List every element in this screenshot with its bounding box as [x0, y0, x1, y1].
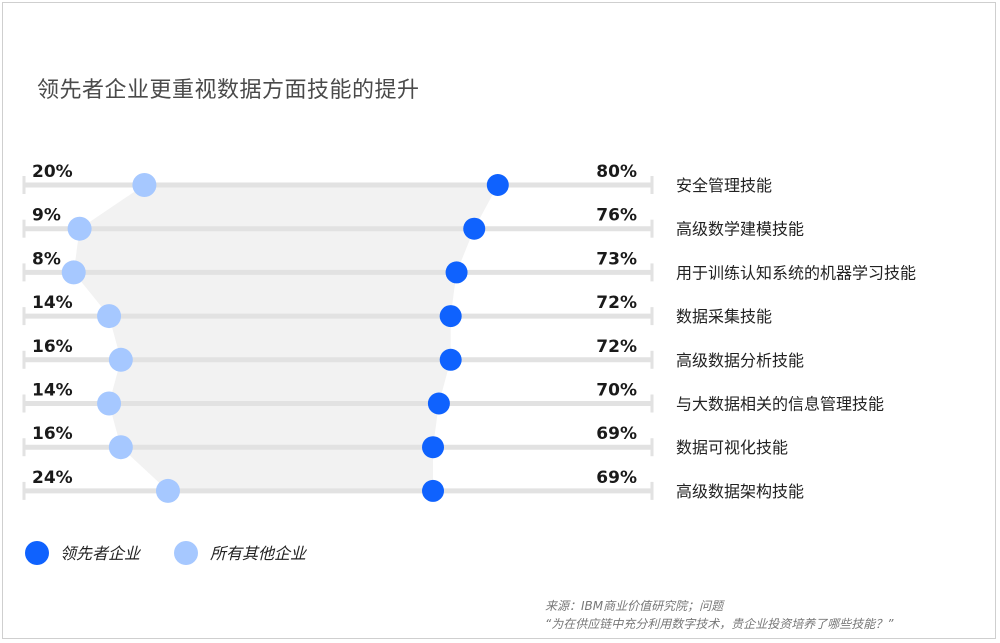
leaders-value-label: 73% [596, 249, 637, 269]
category-label: 高级数据架构技能 [676, 482, 804, 501]
category-label: 数据采集技能 [676, 307, 772, 326]
others-value-label: 16% [32, 337, 73, 357]
others-point [67, 216, 92, 241]
others-value-label: 20% [32, 162, 73, 182]
legend-others-swatch [174, 541, 198, 565]
leaders-point [439, 305, 462, 328]
leaders-value-label: 70% [596, 381, 637, 401]
source-line-1: 来源：IBM商业价值研究院；问题 [545, 599, 724, 613]
source-line-2: “为在供应链中充分利用数字技术，贵企业投资培养了哪些技能？” [545, 617, 894, 631]
leaders-value-label: 80% [596, 162, 637, 182]
leaders-point [463, 217, 486, 240]
leaders-point [422, 479, 445, 502]
tracks [22, 176, 654, 500]
category-label: 数据可视化技能 [676, 438, 788, 457]
data-points [61, 173, 509, 503]
others-value-label: 14% [32, 381, 73, 401]
leaders-value-label: 69% [596, 468, 637, 488]
leaders-value-label: 69% [596, 424, 637, 444]
leaders-point [486, 174, 509, 196]
others-value-label: 8% [32, 249, 61, 269]
others-point [61, 260, 86, 285]
category-label: 高级数学建模技能 [676, 220, 804, 239]
others-point [108, 347, 133, 372]
others-value-label: 16% [32, 424, 73, 444]
legend: 领先者企业 所有其他企业 [25, 541, 308, 565]
labels: 20% 80% 安全管理技能 9% 76% 高级数学建模技能 8% 73% 用于训练认知系统的机… [32, 162, 916, 501]
source-note: 来源：IBM商业价值研究院；问题 “为在供应链中充分利用数字技术，贵企业投资培养… [545, 597, 893, 633]
category-label: 用于训练认知系统的机器学习技能 [676, 263, 916, 282]
range-band [73, 185, 498, 491]
leaders-point [422, 436, 445, 459]
others-point [132, 173, 157, 197]
leaders-value-label: 72% [596, 293, 637, 313]
others-point [108, 435, 133, 460]
legend-leaders-label: 领先者企业 [60, 544, 142, 563]
gap-band [73, 185, 498, 491]
legend-leaders-swatch [25, 541, 49, 565]
leaders-value-label: 72% [596, 337, 637, 357]
leaders-point [439, 348, 462, 371]
leaders-value-label: 76% [596, 206, 637, 226]
others-point [97, 391, 122, 416]
others-point [155, 478, 180, 503]
leaders-point [427, 392, 450, 415]
category-label: 高级数据分析技能 [676, 351, 804, 370]
others-value-label: 14% [32, 293, 73, 313]
others-value-label: 24% [32, 468, 73, 488]
chart-title: 领先者企业更重视数据方面技能的提升 [37, 78, 420, 103]
others-point [97, 304, 122, 329]
legend-others-label: 所有其他企业 [210, 544, 308, 563]
leaders-point [445, 261, 468, 284]
others-value-label: 9% [32, 206, 61, 226]
category-label: 与大数据相关的信息管理技能 [676, 395, 884, 414]
category-label: 安全管理技能 [676, 176, 772, 195]
